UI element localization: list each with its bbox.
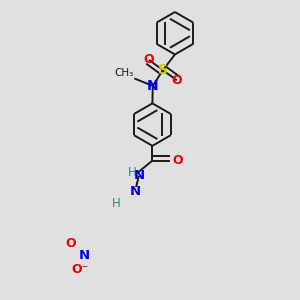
Text: CH₃: CH₃: [114, 68, 134, 77]
Text: N: N: [147, 79, 159, 93]
Text: O: O: [144, 53, 154, 67]
Text: O: O: [172, 154, 183, 167]
Text: O: O: [65, 237, 76, 250]
Text: N: N: [79, 249, 90, 262]
Text: S: S: [158, 63, 168, 77]
Text: N: N: [129, 185, 140, 199]
Text: H: H: [112, 196, 121, 209]
Text: O: O: [172, 74, 182, 87]
Text: O⁻: O⁻: [72, 263, 89, 276]
Text: H: H: [128, 166, 136, 179]
Text: N: N: [134, 169, 145, 182]
